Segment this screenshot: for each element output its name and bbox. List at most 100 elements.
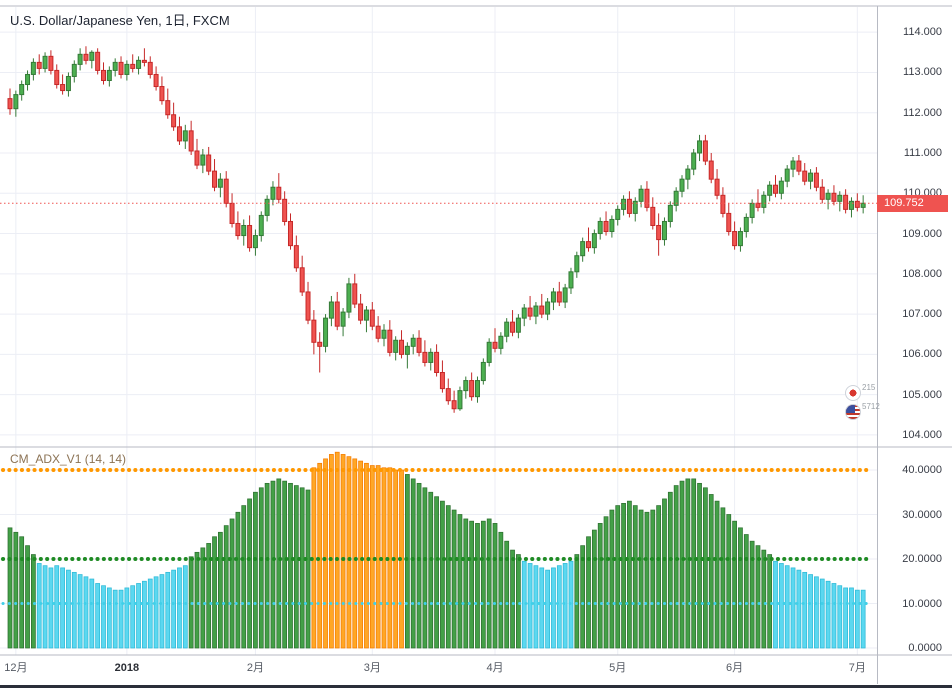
adx-bar <box>837 585 843 649</box>
indicator-legend[interactable]: CM_ADX_V1 (14, 14) <box>10 452 126 466</box>
price-axis[interactable]: 114.000 113.000 112.000 111.000 110.000 109.0… <box>877 6 952 684</box>
candle-body <box>831 192 837 202</box>
adx-bar <box>112 589 118 649</box>
adx-bar <box>66 569 71 649</box>
candle-body <box>36 61 42 69</box>
symbol-title[interactable]: U.S. Dollar/Japanese Yen, 1日, FXCM <box>10 13 230 28</box>
candle-body <box>428 351 434 363</box>
candle-body <box>299 267 305 293</box>
adx-bar <box>632 505 638 649</box>
candle-body <box>790 160 796 170</box>
adx-bar <box>650 509 656 649</box>
time-axis-label[interactable]: 12月 <box>4 662 28 674</box>
adx-bar <box>434 496 439 649</box>
adx-bar <box>591 529 597 649</box>
adx-bar <box>153 576 159 649</box>
candle-body <box>340 311 346 327</box>
adx-bar <box>118 589 124 649</box>
adx-bar <box>778 563 784 649</box>
adx-bar <box>755 545 761 649</box>
candle-body <box>65 75 71 92</box>
candle-body <box>749 202 755 218</box>
candle-body <box>802 170 808 182</box>
adx-bar <box>580 545 586 649</box>
time-axis-label[interactable]: 6月 <box>726 662 744 674</box>
adx-bar <box>603 516 609 649</box>
candle-body <box>562 287 568 303</box>
candle-body <box>457 390 463 410</box>
candle-body <box>422 351 428 363</box>
candle-body <box>369 309 375 327</box>
candle-body <box>743 216 749 233</box>
adx-bar <box>486 518 492 649</box>
candle-body <box>819 186 825 200</box>
candle-body <box>358 303 364 321</box>
symbol-legend[interactable]: U.S. Dollar/Japanese Yen, 1日, FXCM <box>10 10 230 29</box>
adx-bar <box>346 456 352 649</box>
price-axis-label: 112.000 <box>903 106 942 119</box>
candle-body <box>469 380 475 398</box>
adx-bar <box>843 587 849 649</box>
candle-body <box>223 178 229 204</box>
candle-body <box>848 200 854 210</box>
badge-row: 5712 <box>845 402 880 420</box>
adx-bar <box>253 491 258 649</box>
time-axis-label[interactable]: 2018 <box>114 662 140 674</box>
adx-bar <box>171 569 176 649</box>
candle-body <box>632 200 638 214</box>
adx-bar <box>147 578 153 649</box>
candle-body <box>381 329 387 339</box>
candle-body <box>346 283 352 313</box>
adx-bar <box>369 465 375 649</box>
time-axis-label[interactable]: 2月 <box>246 662 264 674</box>
adx-bar <box>510 549 515 649</box>
time-axis[interactable]: 12月 2018 2月 3月 4月 5月 6月 7月 <box>0 655 952 685</box>
candle-body <box>702 140 708 162</box>
adx-bar <box>627 500 632 649</box>
candle-body <box>293 245 299 269</box>
adx-bar <box>217 531 223 649</box>
candle-body <box>363 309 369 321</box>
time-axis-label[interactable]: 7月 <box>848 662 866 674</box>
candle-body <box>212 170 218 188</box>
adx-bar <box>71 571 77 649</box>
candle-body <box>25 73 31 86</box>
time-axis-label[interactable]: 3月 <box>363 662 381 674</box>
candle-body <box>439 372 445 390</box>
adx-bar <box>767 554 773 649</box>
candle-body <box>276 186 282 200</box>
candle-body <box>504 321 510 337</box>
adx-bar <box>440 500 445 649</box>
adx-bar <box>364 462 369 649</box>
adx-bar <box>556 565 562 649</box>
candle-body <box>574 255 580 273</box>
adx-bar <box>25 545 30 649</box>
adx-bar <box>282 480 288 649</box>
adx-bar <box>504 540 510 649</box>
candle-body <box>556 291 562 303</box>
adx-bar <box>229 518 235 649</box>
adx-bar <box>182 565 188 649</box>
adx-bar <box>101 585 106 649</box>
candle-body <box>650 206 656 226</box>
candle-body <box>264 198 270 216</box>
indicator-title[interactable]: CM_ADX_V1 (14, 14) <box>10 452 127 466</box>
candle-body <box>726 212 732 233</box>
adx-bar <box>469 520 475 649</box>
candle-body <box>603 220 609 233</box>
indicator-axis-label: 30.0000 <box>902 508 942 521</box>
candle-body <box>241 224 247 237</box>
candle-body <box>54 69 60 86</box>
candle-body <box>176 126 182 142</box>
adx-bar <box>498 531 504 649</box>
time-axis-label[interactable]: 4月 <box>486 662 504 674</box>
candle-body <box>673 190 679 206</box>
adx-bar <box>206 543 212 649</box>
adx-bar <box>416 482 422 649</box>
price-axis-label: 105.000 <box>902 388 942 401</box>
adx-bar <box>714 500 720 649</box>
candle-body <box>410 337 416 347</box>
time-axis-label[interactable]: 5月 <box>609 662 627 674</box>
adx-bar <box>358 460 363 649</box>
